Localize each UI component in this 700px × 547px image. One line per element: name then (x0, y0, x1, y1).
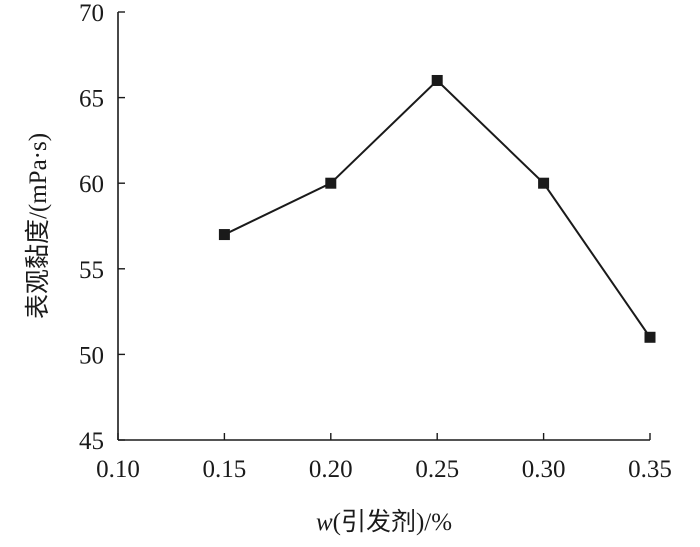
chart-axes (117, 12, 650, 441)
x-tick-label: 0.35 (628, 456, 672, 483)
y-tick-label: 70 (79, 0, 104, 27)
x-tick-label: 0.20 (309, 456, 353, 483)
series-layer (218, 74, 656, 343)
series-line (223, 79, 651, 338)
data-point-marker (218, 229, 230, 241)
x-tick-label: 0.30 (522, 456, 566, 483)
y-axis-title: 表观黏度/(mPa·s) (24, 133, 52, 319)
y-ticks: 45 50 55 60 65 70 (79, 0, 125, 455)
x-axis-title: w(引发剂)/% (316, 508, 452, 536)
data-point-marker (538, 177, 550, 189)
y-tick-label: 50 (79, 342, 104, 369)
data-point-marker (325, 177, 337, 189)
x-tick-label: 0.10 (96, 456, 140, 483)
x-tick-label: 0.15 (203, 456, 247, 483)
x-ticks: 0.10 0.15 0.20 0.25 0.30 0.35 (96, 433, 672, 483)
y-tick-label: 60 (79, 171, 104, 198)
data-point-marker (431, 74, 443, 86)
y-tick-label: 45 (79, 428, 104, 455)
y-tick-label: 65 (79, 86, 104, 113)
x-axis-title-italic: w (316, 509, 333, 536)
y-tick-label: 55 (79, 257, 104, 284)
x-axis-title-rest: (引发剂)/% (333, 508, 452, 536)
data-point-marker (644, 331, 656, 343)
x-tick-label: 0.25 (415, 456, 459, 483)
